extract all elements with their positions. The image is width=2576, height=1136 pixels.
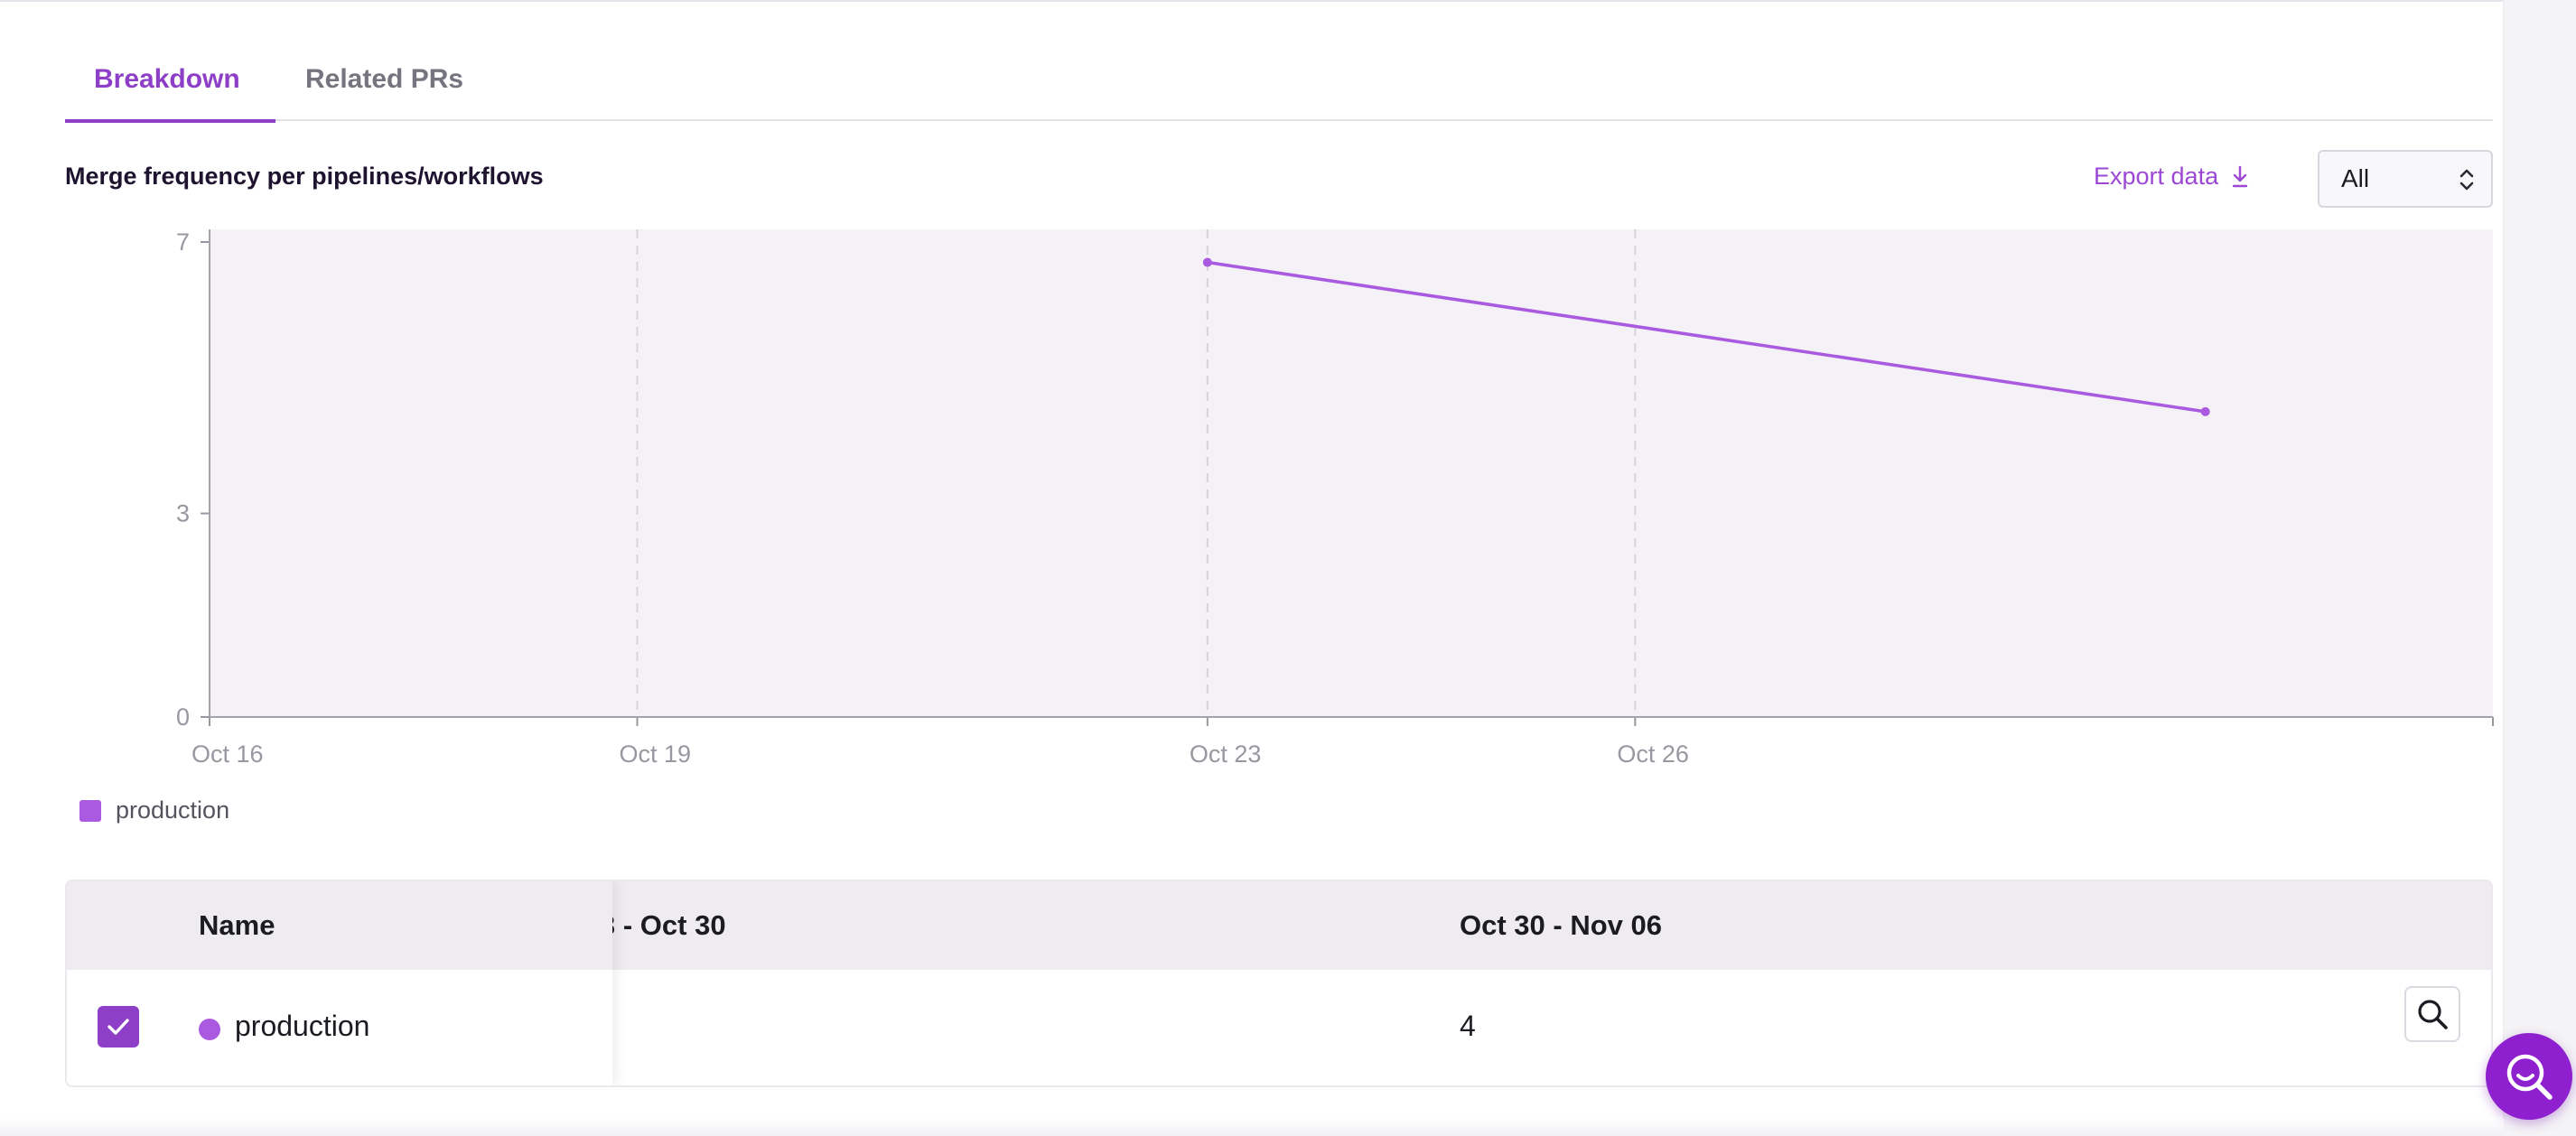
merge-frequency-chart: Oct 16 Oct 19 Oct 23 Oct 26 0 3 7 <box>176 228 2494 768</box>
search-icon <box>2418 1000 2448 1029</box>
series-color-dot <box>199 1019 220 1040</box>
chevron-up-down-icon <box>2459 169 2474 191</box>
pipeline-filter-select[interactable]: All <box>2318 150 2493 208</box>
legend-swatch <box>79 799 101 822</box>
row-search-button[interactable] <box>2404 986 2460 1042</box>
cell-week2-value: 4 <box>1460 1010 1476 1042</box>
series-line-production <box>1207 260 2206 414</box>
pipeline-filter-value: All <box>2341 164 2370 192</box>
x-tick-label: Oct 23 <box>1190 740 1262 768</box>
x-tick-label: Oct 26 <box>1617 740 1689 768</box>
legend-label: production <box>116 796 230 824</box>
export-data-label: Export data <box>2094 163 2219 190</box>
x-tick-label: Oct 16 <box>191 740 264 768</box>
download-icon <box>2232 165 2248 187</box>
y-tick-label: 7 <box>176 228 190 256</box>
tab-breakdown[interactable]: Breakdown <box>65 56 275 123</box>
breakdown-card: Breakdown Related PRs Merge frequency pe… <box>0 0 2504 1136</box>
x-tick-label: Oct 19 <box>620 740 692 768</box>
sticky-name-header: Name <box>67 881 612 970</box>
y-tick-label: 3 <box>176 500 190 527</box>
magnifier-smile-icon <box>2506 1054 2553 1100</box>
help-search-button[interactable] <box>2486 1033 2572 1120</box>
pipelines-table: 3 - Oct 30 Oct 30 - Nov 06 4 Name produc… <box>65 880 2493 1087</box>
export-data-button[interactable]: Export data <box>2094 163 2249 191</box>
data-point <box>2200 406 2210 416</box>
tab-bar: Breakdown Related PRs <box>65 56 2493 123</box>
table-row: production <box>67 970 612 1085</box>
column-header-name: Name <box>199 909 275 941</box>
tab-related-prs[interactable]: Related PRs <box>305 64 464 94</box>
row-checkbox[interactable] <box>98 1006 139 1048</box>
y-tick-label: 0 <box>176 703 190 731</box>
chart-title: Merge frequency per pipelines/workflows <box>65 163 544 190</box>
checkmark-icon <box>107 1019 129 1035</box>
plot-area <box>210 229 2493 717</box>
legend-item-production[interactable]: production <box>79 796 229 824</box>
bottom-fade <box>0 1118 2504 1136</box>
row-name: production <box>235 1010 370 1042</box>
column-header-week1: 3 - Oct 30 <box>600 909 726 941</box>
data-point <box>1202 257 1212 267</box>
column-header-week2: Oct 30 - Nov 06 <box>1460 909 1662 941</box>
